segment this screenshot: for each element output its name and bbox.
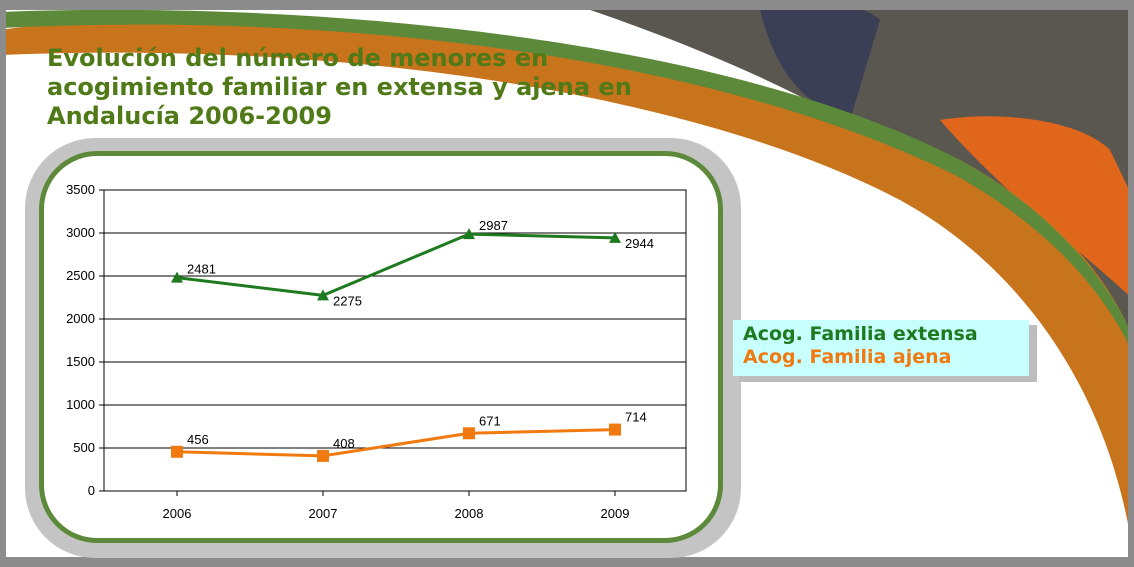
y-tick-label: 1000 [66,397,95,412]
orange-shirt-shape [940,116,1134,300]
y-tick-label: 3000 [66,225,95,240]
data-point-triangle [317,289,329,301]
data-label: 2987 [479,218,508,233]
y-tick-label: 3500 [66,182,95,197]
gridlines [104,232,686,449]
data-label: 671 [479,413,501,428]
chart-title: Evolución del número de menores en acogi… [47,44,632,130]
data-point-triangle [463,228,475,240]
legend: Acog. Familia extensa Acog. Familia ajen… [733,320,1029,376]
data-label: 456 [187,432,209,447]
y-tick-label: 500 [73,440,95,455]
series-line-1 [176,428,616,458]
y-axis-ticks: 0 500 1000 1500 2000 2500 3000 3500 [66,182,104,498]
data-labels: 2481 2275 2987 2944 456 408 671 714 [187,218,654,451]
y-tick-label: 2000 [66,311,95,326]
y-tick-label: 2500 [66,268,95,283]
series [171,228,621,462]
data-label: 2481 [187,262,216,277]
x-axis-ticks: 2006 2007 2008 2009 [163,491,630,521]
data-point-square [609,423,621,436]
x-tick-label: 2006 [163,506,192,521]
data-label: 408 [333,436,355,451]
plot-area-border [103,189,687,492]
y-tick-label: 1500 [66,354,95,369]
data-point-square [463,427,475,440]
data-point-triangle [171,271,183,283]
legend-item-extensa: Acog. Familia extensa [743,323,978,345]
chart-panel [39,151,723,543]
data-point-square [171,445,183,458]
photo-backdrop [560,0,1134,400]
data-label: 2944 [625,236,654,251]
legend-item-ajena: Acog. Familia ajena [743,346,952,368]
data-point-square [317,449,329,462]
x-tick-label: 2009 [601,506,630,521]
orange-swoosh [0,17,1134,561]
data-label: 714 [625,410,647,425]
x-tick-label: 2008 [455,506,484,521]
series-line-0 [176,232,616,297]
data-label: 2275 [333,293,362,308]
x-tick-label: 2007 [309,506,338,521]
data-point-triangle [609,231,621,243]
y-tick-label: 0 [88,483,95,498]
